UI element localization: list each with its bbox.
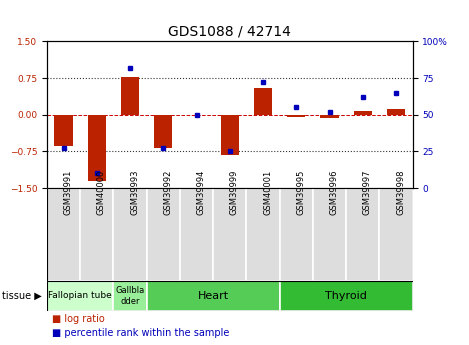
Text: ■ percentile rank within the sample: ■ percentile rank within the sample: [52, 328, 229, 338]
Bar: [213, 188, 246, 281]
Bar: [346, 188, 379, 281]
Text: GSM39998: GSM39998: [396, 170, 405, 215]
Bar: [54, 115, 73, 147]
Text: GSM39994: GSM39994: [197, 170, 205, 215]
Bar: [320, 115, 339, 118]
Text: Heart: Heart: [197, 291, 229, 301]
Bar: [147, 281, 280, 310]
Bar: [113, 281, 147, 310]
Bar: [47, 281, 113, 310]
Bar: [121, 77, 139, 115]
Bar: [387, 109, 405, 115]
Bar: [280, 188, 313, 281]
Text: GSM40001: GSM40001: [263, 170, 272, 215]
Text: tissue ▶: tissue ▶: [2, 291, 42, 301]
Bar: [246, 188, 280, 281]
Bar: [113, 188, 147, 281]
Bar: [88, 115, 106, 181]
Bar: [220, 115, 239, 155]
Bar: [47, 188, 80, 281]
Bar: [180, 188, 213, 281]
Title: GDS1088 / 42714: GDS1088 / 42714: [168, 25, 291, 39]
Text: ■ log ratio: ■ log ratio: [52, 314, 104, 324]
Text: GSM39993: GSM39993: [130, 170, 139, 215]
Text: Gallbla
dder: Gallbla dder: [115, 286, 144, 306]
Text: GSM39996: GSM39996: [330, 170, 339, 215]
Text: GSM39995: GSM39995: [296, 170, 305, 215]
Bar: [154, 115, 173, 148]
Text: GSM39997: GSM39997: [363, 170, 372, 215]
Text: Thyroid: Thyroid: [325, 291, 367, 301]
Text: GSM39991: GSM39991: [63, 170, 73, 215]
Bar: [147, 188, 180, 281]
Text: GSM40000: GSM40000: [97, 170, 106, 215]
Bar: [379, 188, 413, 281]
Bar: [354, 111, 372, 115]
Text: Fallopian tube: Fallopian tube: [48, 291, 112, 300]
Bar: [313, 188, 346, 281]
Bar: [254, 88, 272, 115]
Text: GSM39999: GSM39999: [230, 170, 239, 215]
Bar: [287, 115, 305, 117]
Text: GSM39992: GSM39992: [163, 170, 172, 215]
Bar: [80, 188, 113, 281]
Bar: [280, 281, 413, 310]
